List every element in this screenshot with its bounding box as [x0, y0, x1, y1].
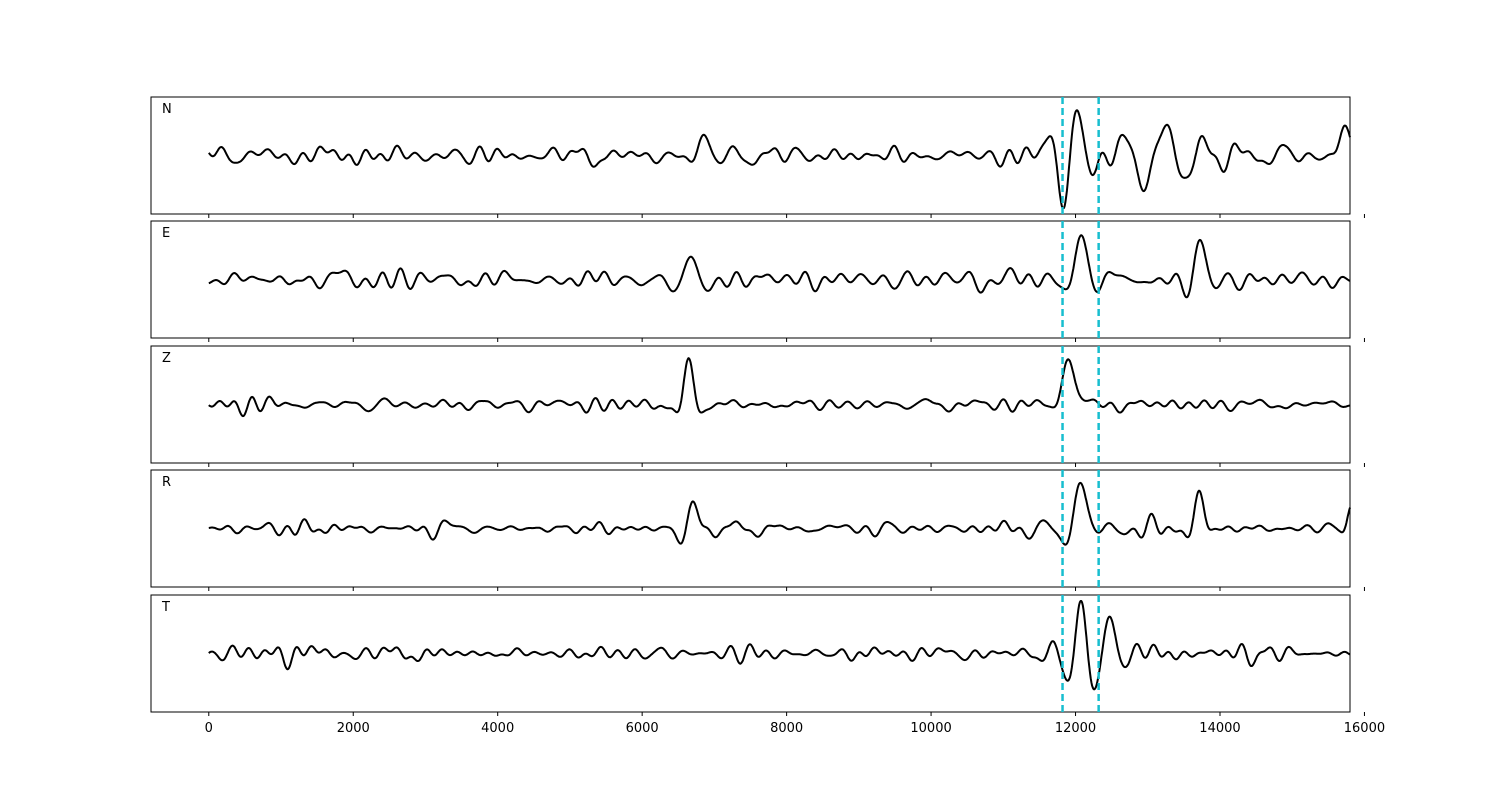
trace-z: [208, 357, 1351, 418]
panel-z: Z: [150, 345, 1365, 467]
trace-t: [208, 600, 1351, 691]
trace-n: [208, 109, 1351, 209]
trace-r: [208, 481, 1351, 546]
panel-t: T: [150, 594, 1365, 716]
panel-frame: [150, 220, 1351, 339]
panel-frame: [150, 594, 1351, 713]
x-tick-label: 8000: [770, 721, 803, 736]
x-tick-label: 16000: [1344, 721, 1385, 736]
panel-label: Z: [162, 351, 171, 366]
x-tick-label: 0: [205, 721, 213, 736]
x-tick-label: 6000: [626, 721, 659, 736]
panel-frame: [150, 469, 1351, 588]
panel-frame: [150, 96, 1351, 215]
trace-e: [208, 234, 1351, 299]
panel-n: N: [150, 96, 1365, 218]
x-tick-label: 2000: [337, 721, 370, 736]
x-tick-label: 14000: [1199, 721, 1240, 736]
x-axis: 0 2000 4000 6000 8000 10000 12000 14000 16000: [205, 721, 1385, 736]
panels: N E Z R T: [150, 96, 1365, 716]
x-tick-label: 12000: [1055, 721, 1096, 736]
x-tick-label: 10000: [910, 721, 951, 736]
x-tick-label: 4000: [481, 721, 514, 736]
panel-label: T: [161, 600, 170, 615]
panel-r: R: [150, 469, 1365, 591]
panel-label: E: [162, 226, 170, 241]
panel-e: E: [150, 220, 1365, 342]
panel-label: R: [162, 475, 171, 490]
panel-label: N: [162, 102, 172, 117]
